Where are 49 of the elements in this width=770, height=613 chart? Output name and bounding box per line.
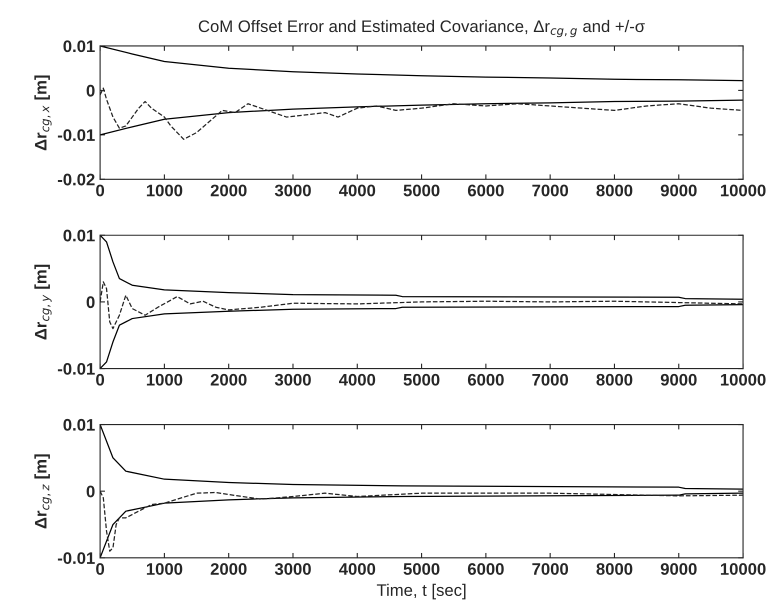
- x-tick-label: 3000: [274, 563, 311, 575]
- y-tick-label: 0: [86, 296, 95, 308]
- chart-title: CoM Offset Error and Estimated Covariance, Δr$_{cg,g}$ and +/-σ: [198, 20, 645, 38]
- y-axis-title: Δr$_{cg,x}$ [m]: [34, 75, 52, 150]
- x-tick-label: 1000: [146, 374, 182, 386]
- x-tick-label: 8000: [596, 374, 632, 386]
- x-tick-label: 9000: [660, 184, 697, 196]
- x-tick-label: 6000: [468, 563, 504, 575]
- line-series: [100, 100, 744, 136]
- x-tick-label: 6000: [468, 374, 504, 386]
- x-tick-label: 6000: [468, 184, 504, 196]
- y-tick-label: -0.01: [58, 362, 95, 375]
- y-axis-title: Δr$_{cg,y}$ [m]: [34, 264, 52, 340]
- x-tick-label: 7000: [532, 563, 568, 575]
- x-tick-label: 0: [96, 374, 104, 386]
- x-tick-label: 4000: [338, 563, 376, 575]
- x-tick-label: 7000: [532, 184, 568, 196]
- y-tick-label: -0.01: [58, 129, 95, 142]
- x-tick-label: 10000: [720, 374, 766, 386]
- x-tick-label: 7000: [532, 374, 568, 386]
- y-tick-label: -0.01: [58, 552, 95, 564]
- x-tick-label: 10000: [720, 563, 766, 575]
- x-tick-label: 10000: [720, 184, 766, 196]
- x-tick-label: 0: [96, 563, 104, 575]
- y-tick-label: 0: [86, 486, 95, 498]
- x-tick-label: 2000: [210, 374, 247, 386]
- x-tick-label: 1000: [146, 563, 182, 575]
- y-tick-label: -0.02: [58, 174, 95, 186]
- x-tick-label: 3000: [274, 184, 311, 196]
- x-tick-label: 0: [96, 184, 104, 196]
- y-tick-label: 0: [86, 84, 95, 97]
- x-tick-label: 3000: [274, 374, 311, 386]
- x-tick-label: 4000: [338, 184, 376, 196]
- x-tick-label: 8000: [596, 563, 632, 575]
- y-axis-title: Δr$_{cg,z}$ [m]: [34, 454, 52, 528]
- x-axis-title: Time, t [sec]: [376, 584, 466, 600]
- x-tick-label: 5000: [404, 374, 440, 386]
- x-tick-label: 2000: [210, 184, 247, 196]
- x-tick-label: 9000: [660, 563, 697, 575]
- x-tick-label: 8000: [596, 184, 632, 196]
- y-tick-label: 0.01: [63, 230, 95, 242]
- x-tick-label: 9000: [660, 374, 697, 386]
- x-tick-label: 5000: [404, 184, 440, 196]
- y-tick-label: 0.01: [63, 418, 95, 431]
- x-tick-label: 2000: [210, 563, 247, 575]
- x-tick-label: 1000: [146, 184, 182, 196]
- x-tick-label: 5000: [404, 563, 440, 575]
- x-tick-label: 4000: [338, 374, 376, 386]
- y-tick-label: 0.01: [63, 40, 95, 52]
